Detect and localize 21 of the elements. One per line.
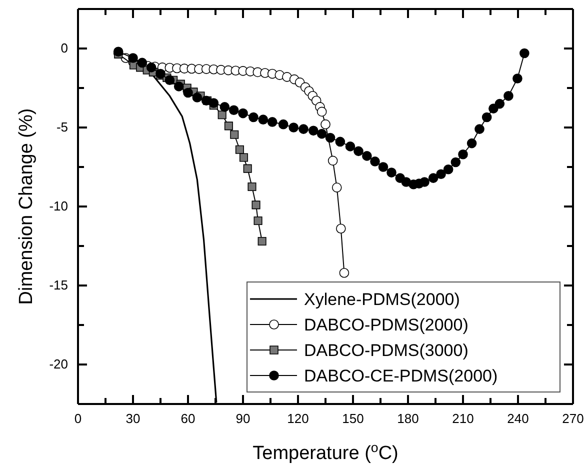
y-axis-title: Dimension Change (%)	[16, 108, 37, 305]
x-tick-label: 90	[236, 411, 250, 426]
y-tick-label: -10	[49, 198, 68, 214]
x-tick-label: 60	[180, 411, 196, 426]
legend-label: DABCO-PDMS(3000)	[304, 341, 468, 360]
x-tick-label: 120	[287, 411, 309, 426]
legend-label: DABCO-CE-PDMS(2000)	[304, 366, 498, 386]
x-tick-label: 30	[126, 411, 140, 426]
y-tick-label: -20	[49, 356, 68, 372]
x-tick-label: 150	[342, 411, 364, 426]
x-tick-label: 270	[562, 411, 584, 426]
x-tick-label: 0	[74, 411, 82, 426]
x-axis-title: Temperature ($^{o}$C)	[252, 440, 398, 464]
x-tick-label: 180	[397, 411, 419, 426]
x-tick-label: 210	[452, 411, 474, 426]
y-tick-label: -5	[56, 120, 68, 135]
legend-label: DABCO-PDMS(2000)	[304, 316, 468, 334]
legend-label: Xylene-PDMS(2000)	[304, 290, 460, 309]
y-tick-label: -15	[49, 278, 68, 293]
x-tick-label: 240	[507, 411, 529, 426]
y-tick-label: 0	[60, 40, 68, 56]
